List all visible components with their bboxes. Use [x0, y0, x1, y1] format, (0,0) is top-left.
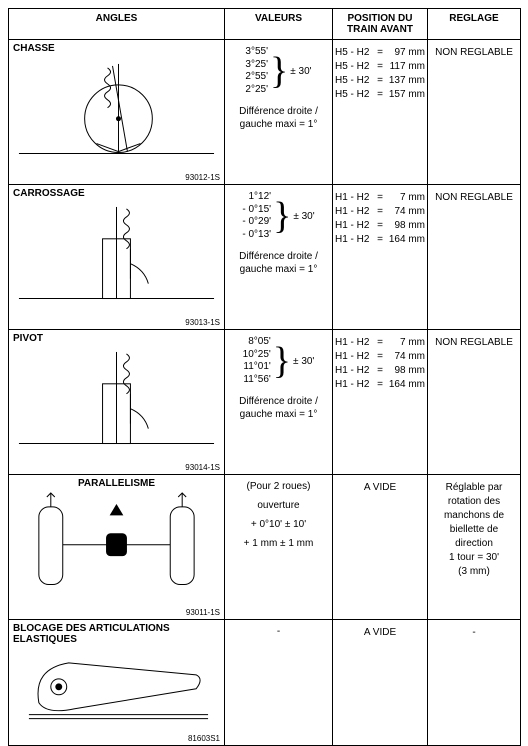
strut-icon	[9, 344, 224, 453]
header-reglage: REGLAGE	[428, 9, 521, 40]
row-chasse: CHASSE	[9, 40, 521, 185]
diagram-parallelisme: 93011-1S	[9, 489, 224, 619]
reglage-cell: -	[428, 620, 520, 646]
valeurs-text: (Pour 2 roues)	[247, 481, 311, 492]
fig-ref: 93013-1S	[185, 318, 220, 327]
value: 11°01'	[243, 361, 271, 374]
position-cell: H1 - H2=7 mm H1 - H2=74 mm H1 - H2=98 mm…	[333, 185, 427, 253]
value: 11°56'	[243, 374, 271, 387]
value: 8°05'	[243, 336, 271, 349]
fig-ref: 93014-1S	[185, 463, 220, 472]
row-parallelisme: PARALLELISME	[9, 475, 521, 620]
valeurs-text: + 1 mm ± 1 mm	[244, 538, 314, 549]
valeurs-cell: (Pour 2 roues) ouverture + 0°10' ± 10' +…	[225, 475, 332, 555]
diff-note: Différence droite / gauche maxi = 1°	[239, 251, 318, 276]
row-pivot: PIVOT	[9, 330, 521, 475]
reglage-cell: NON REGLABLE	[428, 40, 520, 66]
diagram-pivot: 93014-1S	[9, 344, 224, 474]
chasse-icon	[9, 54, 224, 163]
diff-note: Différence droite / gauche maxi = 1°	[239, 106, 318, 131]
brace-icon: }	[270, 56, 288, 86]
tolerance: ± 30'	[293, 356, 314, 367]
row-title: BLOCAGE DES ARTICULATIONS ELASTIQUES	[9, 620, 224, 645]
fig-ref: 93011-1S	[186, 608, 220, 617]
header-position: POSITION DU TRAIN AVANT	[333, 9, 428, 40]
valeurs-text: ouverture	[257, 500, 299, 511]
value: - 0°13'	[242, 229, 271, 242]
value: 3°55'	[245, 46, 268, 59]
tolerance: ± 30'	[293, 211, 314, 222]
geometry-specs-table: ANGLES VALEURS POSITION DU TRAIN AVANT R…	[8, 8, 521, 746]
brace-icon: }	[273, 201, 291, 231]
value: 10°25'	[243, 349, 271, 362]
row-blocage: BLOCAGE DES ARTICULATIONS ELASTIQUES	[9, 620, 521, 746]
value: - 0°29'	[242, 216, 271, 229]
header-angles: ANGLES	[9, 9, 225, 40]
valeurs-cell: -	[225, 620, 332, 643]
value: 1°12'	[242, 191, 271, 204]
value: - 0°15'	[242, 204, 271, 217]
row-title: PARALLELISME	[9, 475, 224, 489]
diagram-carrossage: 93013-1S	[9, 199, 224, 329]
strut-icon	[9, 199, 224, 308]
position-cell: A VIDE	[333, 620, 427, 646]
tolerance: ± 30'	[290, 66, 311, 77]
valeurs-text: + 0°10' ± 10'	[251, 519, 306, 530]
row-title: CARROSSAGE	[9, 185, 224, 199]
row-carrossage: CARROSSAGE	[9, 185, 521, 330]
value: 3°25'	[245, 59, 268, 72]
position-cell: H5 - H2=97 mm H5 - H2=117 mm H5 - H2=137…	[333, 40, 427, 108]
diff-note: Différence droite / gauche maxi = 1°	[239, 396, 318, 421]
header-row: ANGLES VALEURS POSITION DU TRAIN AVANT R…	[9, 9, 521, 40]
reglage-cell: NON REGLABLE	[428, 185, 520, 211]
parallelisme-icon	[9, 489, 224, 598]
diagram-chasse: 93012-1S	[9, 54, 224, 184]
fig-ref: 81603S1	[188, 734, 220, 743]
value: 2°25'	[245, 84, 268, 97]
value: 2°55'	[245, 71, 268, 84]
diagram-blocage: 81603S1	[9, 645, 224, 745]
row-title: PIVOT	[9, 330, 224, 344]
control-arm-icon	[9, 645, 224, 729]
fig-ref: 93012-1S	[185, 173, 220, 182]
position-cell: H1 - H2=7 mm H1 - H2=74 mm H1 - H2=98 mm…	[333, 330, 427, 398]
valeurs-cell: 1°12' - 0°15' - 0°29' - 0°13' } ± 30' Di…	[225, 185, 332, 282]
valeurs-cell: 8°05' 10°25' 11°01' 11°56' } ± 30' Diffé…	[225, 330, 332, 427]
position-cell: A VIDE	[333, 475, 427, 501]
row-title: CHASSE	[9, 40, 224, 54]
brace-icon: }	[273, 346, 291, 376]
reglage-cell: Réglable par rotation des manchons de bi…	[428, 475, 520, 585]
reglage-cell: NON REGLABLE	[428, 330, 520, 356]
header-valeurs: VALEURS	[225, 9, 333, 40]
valeurs-cell: 3°55' 3°25' 2°55' 2°25' } ± 30' Différen…	[225, 40, 332, 137]
